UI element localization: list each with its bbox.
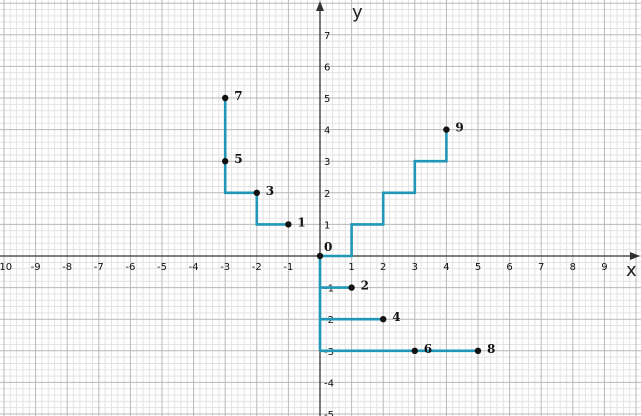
point-3 [253, 189, 260, 196]
x-tick-label: -3 [220, 262, 230, 273]
point-6 [411, 347, 418, 354]
y-axis-arrow [316, 1, 324, 11]
x-tick-label: 4 [443, 262, 449, 273]
x-tick-labels: -10 -9 -8 -7 -6 -5 -4 -3 -2 -1 1 2 3 4 5 6 7 8 9 [0, 262, 608, 273]
point-1 [285, 221, 292, 228]
point-label: 0 [324, 240, 332, 254]
x-tick-label: -4 [189, 262, 199, 273]
point-label: 4 [392, 310, 400, 324]
point-9 [443, 126, 450, 133]
x-tick-label: 6 [506, 262, 512, 273]
y-tick-label: -3 [324, 347, 334, 358]
y-tick-label: -4 [324, 378, 334, 389]
path-line [320, 129, 448, 258]
point-label: 6 [424, 342, 432, 356]
y-axis-label: y [352, 2, 363, 23]
point-label: 8 [487, 342, 495, 356]
point-4 [380, 316, 387, 323]
point-label: 9 [455, 121, 463, 135]
x-tick-label: -5 [157, 262, 167, 273]
point-label: 2 [361, 279, 369, 293]
y-tick-labels: -5 -4 -3 -2 -1 1 2 3 4 5 6 7 [324, 31, 334, 416]
point-2 [348, 284, 355, 291]
x-tick-label: -6 [125, 262, 135, 273]
point-5 [222, 158, 229, 165]
point-label: 1 [297, 215, 305, 229]
point-7 [222, 94, 229, 102]
point-label: 3 [266, 184, 274, 198]
x-tick-label: 5 [475, 262, 481, 273]
x-axis-label: x [626, 260, 637, 281]
x-tick-label: 2 [380, 262, 386, 273]
x-tick-label: 7 [538, 262, 544, 273]
y-tick-label: 1 [324, 220, 330, 231]
x-tick-label: -10 [0, 262, 12, 273]
y-tick-label: 6 [324, 62, 330, 73]
y-tick-label: -1 [324, 284, 334, 295]
point-8 [474, 347, 482, 354]
x-tick-label: -7 [94, 262, 104, 273]
y-tick-label: -5 [324, 410, 334, 416]
x-tick-label: -9 [31, 262, 41, 273]
y-tick-label: 2 [324, 189, 330, 200]
x-tick-label: 9 [601, 262, 607, 273]
x-tick-label: 1 [348, 262, 354, 273]
y-tick-label: 7 [324, 31, 330, 42]
point-0 [316, 252, 324, 260]
x-tick-label: -2 [252, 262, 262, 273]
x-tick-label: -8 [62, 262, 72, 273]
point-label: 5 [234, 152, 242, 166]
point-label: 7 [234, 89, 242, 103]
y-tick-label: 4 [324, 126, 330, 137]
x-tick-label: 3 [412, 262, 418, 273]
y-tick-label: 3 [324, 157, 330, 168]
x-tick-label: 8 [570, 262, 576, 273]
x-tick-label: -1 [283, 262, 293, 273]
y-tick-label: -2 [324, 315, 334, 326]
x-axis-arrow [630, 252, 640, 260]
y-tick-label: 5 [324, 94, 330, 105]
